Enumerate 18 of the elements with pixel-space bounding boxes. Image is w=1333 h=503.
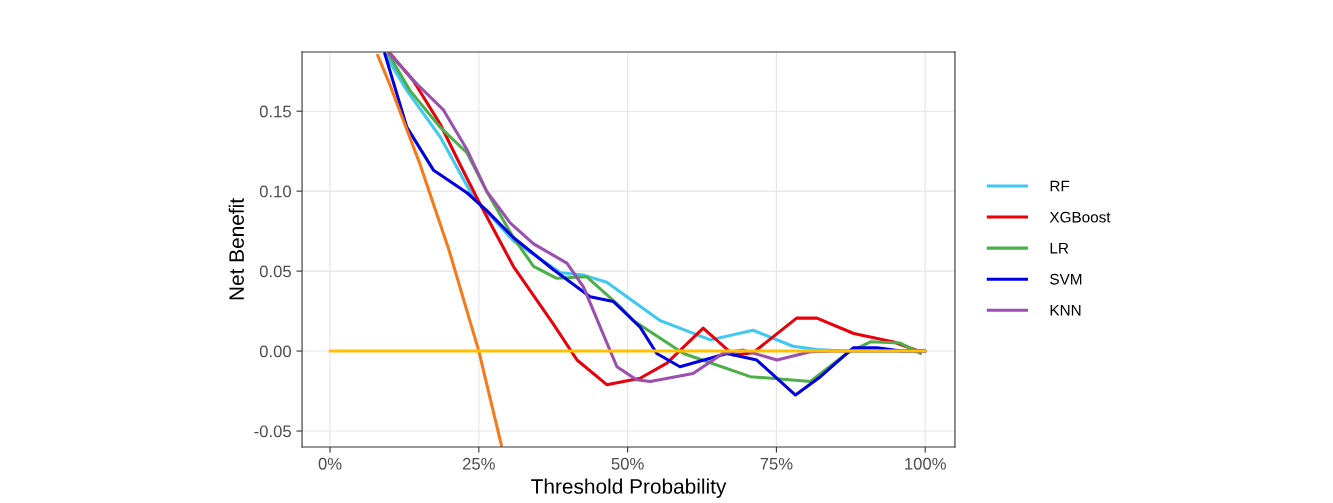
legend-label: KNN [1050,305,1081,316]
y-tick-label: -0.05 [254,425,291,438]
x-tick-label: 0% [318,457,342,470]
x-tick-label: 50% [611,457,644,470]
y-tick-label: 0.00 [259,345,291,358]
x-axis-title: Threshold Probability [531,478,727,498]
y-axis-title: Net Benefit [228,198,244,300]
legend-label: SVM [1050,273,1082,285]
y-tick-label: 0.15 [259,105,291,118]
line-series [376,53,503,447]
x-tick-label: 75% [760,457,793,470]
legend-label: RF [1050,180,1070,192]
y-tick-label: 0.10 [259,185,291,198]
x-tick-label: 100% [905,457,946,470]
legend-label: LR [1050,242,1069,254]
x-tick-label: 25% [462,457,495,470]
legend-label: XGBoost [1049,211,1111,223]
y-tick-label: 0.05 [259,265,291,278]
